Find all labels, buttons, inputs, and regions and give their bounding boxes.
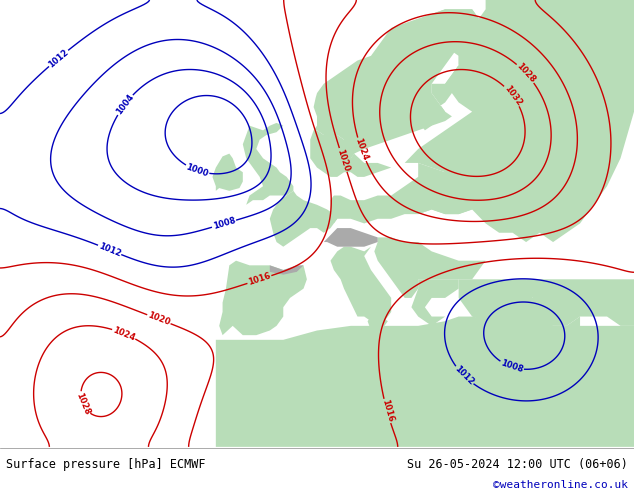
Polygon shape — [310, 130, 486, 223]
Polygon shape — [324, 228, 378, 247]
Text: 1032: 1032 — [502, 84, 523, 108]
Text: 1028: 1028 — [515, 62, 537, 85]
Polygon shape — [270, 266, 304, 274]
Text: 1008: 1008 — [212, 216, 236, 231]
Polygon shape — [243, 123, 294, 205]
Text: 1028: 1028 — [74, 391, 91, 416]
Polygon shape — [330, 238, 391, 326]
Polygon shape — [216, 317, 634, 447]
Polygon shape — [256, 191, 337, 247]
Text: 1020: 1020 — [335, 147, 351, 172]
Text: 1024: 1024 — [112, 325, 136, 343]
Text: 1024: 1024 — [353, 137, 370, 162]
Polygon shape — [411, 279, 458, 326]
Polygon shape — [526, 279, 634, 326]
Text: 1012: 1012 — [47, 48, 70, 69]
Text: 1008: 1008 — [499, 359, 524, 375]
Text: 1004: 1004 — [114, 93, 135, 117]
Text: 1000: 1000 — [185, 162, 210, 178]
Text: 1012: 1012 — [97, 241, 122, 258]
Text: 1020: 1020 — [146, 311, 171, 328]
Polygon shape — [368, 317, 388, 331]
Text: Su 26-05-2024 12:00 UTC (06+06): Su 26-05-2024 12:00 UTC (06+06) — [407, 458, 628, 470]
Text: ©weatheronline.co.uk: ©weatheronline.co.uk — [493, 480, 628, 490]
Text: 1012: 1012 — [453, 364, 476, 387]
Polygon shape — [314, 9, 479, 158]
Text: 1016: 1016 — [247, 271, 272, 287]
Polygon shape — [374, 238, 486, 298]
Polygon shape — [458, 279, 580, 335]
Polygon shape — [404, 0, 634, 242]
Polygon shape — [219, 261, 307, 335]
Polygon shape — [418, 9, 479, 130]
Text: 1016: 1016 — [380, 398, 394, 423]
Polygon shape — [212, 154, 243, 191]
Polygon shape — [337, 135, 358, 158]
Text: Surface pressure [hPa] ECMWF: Surface pressure [hPa] ECMWF — [6, 458, 206, 470]
